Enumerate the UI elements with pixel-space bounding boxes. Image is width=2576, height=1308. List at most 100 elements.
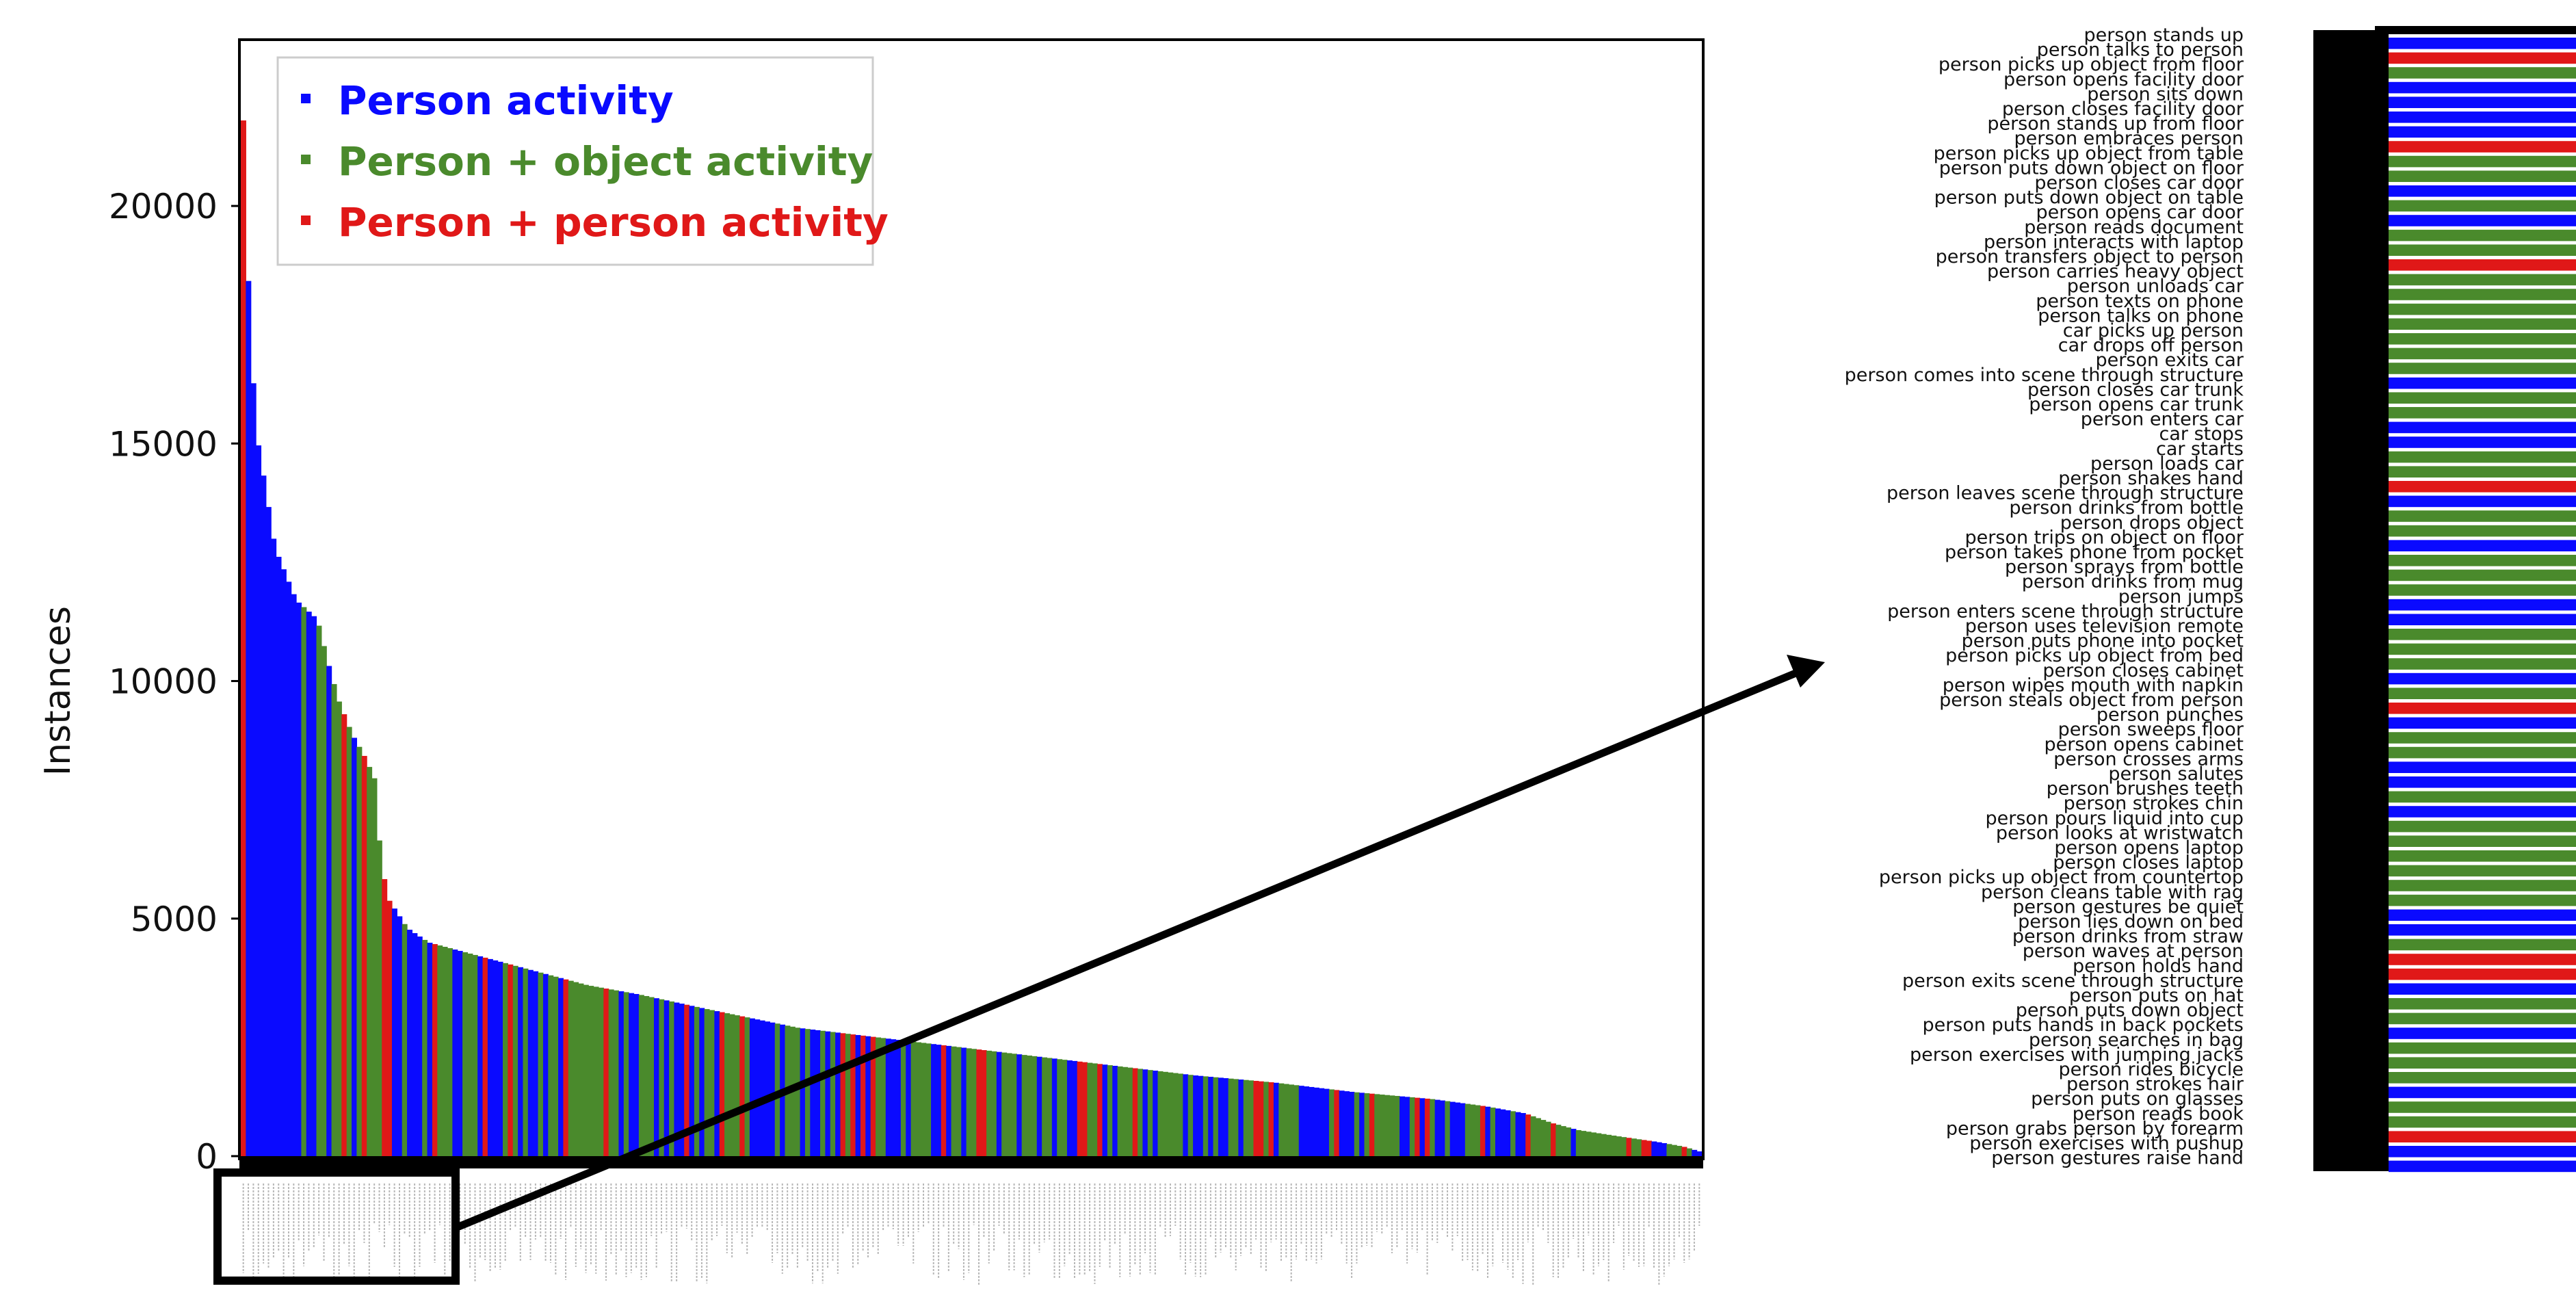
zoom-bar	[2389, 348, 2576, 360]
bar	[1122, 1067, 1128, 1156]
x-axis-tick-band	[239, 1156, 1703, 1168]
bar	[910, 1041, 917, 1156]
zoom-bar	[2389, 407, 2576, 419]
bar	[1153, 1071, 1159, 1156]
zoom-bar	[2389, 421, 2576, 434]
bar	[1036, 1056, 1042, 1156]
bar	[1626, 1138, 1632, 1156]
bar	[492, 960, 499, 1156]
legend-label-person: Person activity	[338, 77, 674, 124]
zoom-category-label: person talks on phone	[2038, 305, 2244, 326]
bar	[1233, 1079, 1239, 1156]
zoom-bar	[2389, 688, 2576, 699]
zoom-category-label: person puts phone into pocket	[1962, 631, 2244, 652]
zoom-category-label: person exits car	[2096, 350, 2244, 371]
zoom-category-label: person opens car trunk	[2029, 394, 2244, 415]
bar	[1515, 1112, 1521, 1156]
bar	[1253, 1081, 1259, 1156]
bar	[870, 1036, 876, 1156]
bar	[1530, 1116, 1536, 1156]
zoom-category-label: car drops off person	[2058, 335, 2244, 356]
bar	[1112, 1065, 1118, 1156]
bar	[618, 991, 625, 1156]
zoom-category-label: person uses television remote	[1965, 616, 2244, 637]
bar	[774, 1023, 780, 1156]
zoom-category-label: person picks up object from countertop	[1879, 867, 2244, 888]
zoom-category-label: person reads book	[2073, 1103, 2244, 1125]
bar	[437, 945, 443, 1156]
zoom-bar	[2389, 643, 2576, 655]
bar	[684, 1004, 690, 1156]
zoom-bar	[2389, 436, 2576, 448]
bar	[261, 475, 267, 1156]
zoom-bar	[2389, 746, 2576, 759]
zoom-bar	[2389, 806, 2576, 818]
bar	[1062, 1060, 1068, 1156]
bar	[452, 949, 458, 1156]
bar	[527, 969, 534, 1156]
bar	[1621, 1137, 1627, 1156]
bar	[326, 666, 332, 1156]
zoom-bar	[2389, 835, 2576, 847]
bar	[1415, 1097, 1421, 1156]
bar	[1681, 1147, 1687, 1156]
zoom-category-label: person enters scene through structure	[1887, 601, 2244, 622]
bar	[1031, 1056, 1038, 1156]
bar	[1097, 1064, 1103, 1156]
zoom-bar	[2389, 1012, 2576, 1025]
bar	[311, 616, 317, 1156]
bar	[598, 987, 604, 1156]
bar	[563, 979, 569, 1156]
bar	[306, 612, 312, 1156]
bar	[1168, 1072, 1174, 1156]
bar	[835, 1032, 841, 1156]
zoom-bar	[2389, 569, 2576, 581]
bar	[770, 1022, 776, 1156]
bar	[1304, 1086, 1310, 1156]
bar	[1102, 1064, 1108, 1156]
bar	[941, 1045, 947, 1156]
bar	[1127, 1067, 1133, 1156]
bar	[1590, 1132, 1596, 1156]
bar	[765, 1021, 770, 1156]
bar	[1455, 1102, 1461, 1156]
bar	[804, 1029, 811, 1156]
bar	[1566, 1127, 1572, 1156]
zoom-category-label: person reads document	[2024, 217, 2244, 238]
zoom-bar	[2389, 850, 2576, 862]
zoom-bar	[2389, 703, 2576, 714]
bar	[447, 948, 453, 1156]
zoom-bar	[2389, 658, 2576, 670]
bar	[936, 1045, 942, 1156]
bar	[855, 1034, 861, 1156]
zoom-category-label: person waves at person	[2023, 941, 2244, 962]
bar	[638, 995, 644, 1156]
bar	[1575, 1129, 1581, 1156]
zoom-category-label: person punches	[2097, 705, 2244, 726]
bar	[442, 947, 448, 1156]
bar	[271, 538, 277, 1156]
bar	[1162, 1071, 1168, 1156]
bar	[724, 1013, 731, 1156]
zoom-category-label: person closes facility door	[2002, 99, 2244, 120]
zoom-bar	[2389, 1101, 2576, 1113]
y-axis-label: Instances	[38, 606, 79, 776]
bar	[1671, 1144, 1677, 1156]
bar	[891, 1039, 897, 1156]
bar	[508, 964, 514, 1156]
bar	[386, 900, 393, 1156]
bar	[996, 1051, 1002, 1156]
bar	[810, 1030, 816, 1156]
bar	[593, 986, 599, 1156]
bar	[512, 965, 518, 1156]
bar	[876, 1037, 882, 1156]
bar	[482, 957, 488, 1156]
bar	[503, 963, 508, 1156]
zoom-bar	[2389, 998, 2576, 1010]
bar	[1263, 1082, 1270, 1156]
bar	[749, 1018, 755, 1156]
zoom-bar	[2389, 318, 2576, 330]
bar	[291, 594, 297, 1156]
